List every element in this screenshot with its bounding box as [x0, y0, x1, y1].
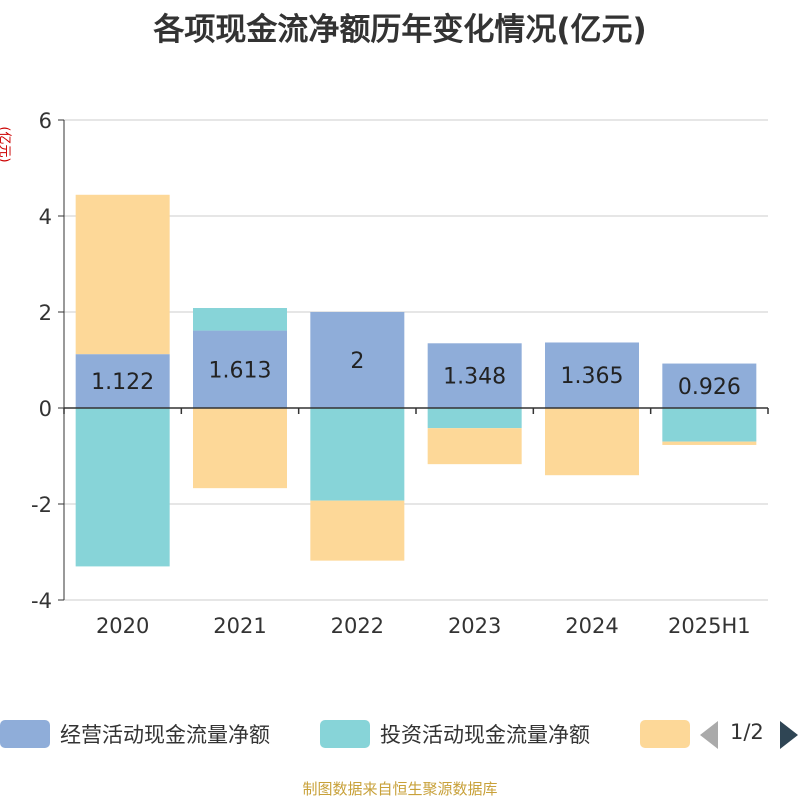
- x-category-label: 2021: [213, 614, 266, 638]
- bar-series1: [193, 308, 287, 331]
- data-label: 1.348: [443, 365, 506, 390]
- bar-series1: [427, 408, 522, 429]
- bar-series2: [545, 408, 639, 476]
- x-category-label: 2020: [96, 614, 149, 638]
- y-tick-label: -2: [31, 493, 52, 517]
- y-tick-label: 0: [39, 397, 52, 421]
- bar-series0: [75, 354, 170, 408]
- chart-title: 各项现金流净额历年变化情况(亿元): [153, 12, 647, 48]
- y-tick-label: 6: [39, 109, 52, 133]
- x-category-label: 2022: [331, 614, 384, 638]
- bar-series2: [427, 428, 522, 465]
- legend-prev-page-icon[interactable]: [700, 721, 718, 749]
- y-tick-label: 2: [39, 301, 52, 325]
- legend-label-operating: 经营活动现金流量净额: [60, 723, 270, 747]
- legend-page-indicator: 1/2: [730, 720, 764, 744]
- x-category-label: 2025H1: [668, 614, 751, 638]
- legend-label-investing: 投资活动现金流量净额: [380, 723, 590, 747]
- bar-series2: [193, 408, 287, 489]
- bar-series2: [662, 441, 757, 445]
- y-tick-label: 4: [39, 205, 52, 229]
- data-label: 1.613: [209, 358, 272, 383]
- legend-item-operating[interactable]: 经营活动现金流量净额: [0, 716, 270, 752]
- legend-item-investing[interactable]: 投资活动现金流量净额: [320, 716, 590, 752]
- bar-series0: [545, 342, 639, 408]
- bar-series0: [310, 312, 405, 408]
- legend-swatch-financing: [640, 720, 690, 748]
- legend: 经营活动现金流量净额 投资活动现金流量净额: [0, 716, 800, 752]
- bar-series1: [310, 408, 405, 501]
- bar-series2: [75, 194, 170, 355]
- legend-pager: 1/2: [700, 716, 800, 752]
- bar-series0: [662, 363, 757, 408]
- x-category-label: 2024: [565, 614, 618, 638]
- bar-series1: [662, 408, 757, 442]
- legend-swatch-operating: [0, 720, 50, 748]
- bar-series1: [75, 408, 170, 567]
- legend-next-page-icon[interactable]: [780, 721, 798, 749]
- bar-series0: [193, 330, 287, 408]
- data-label: 0.926: [678, 375, 741, 400]
- x-category-label: 2023: [448, 614, 501, 638]
- data-label: 1.122: [91, 370, 154, 395]
- data-label: 1.365: [561, 364, 624, 389]
- y-tick-label: -4: [31, 589, 52, 613]
- legend-swatch-investing: [320, 720, 370, 748]
- source-note: 制图数据来自恒生聚源数据库: [302, 780, 498, 798]
- bar-series2: [310, 500, 405, 561]
- data-label: 2: [350, 349, 364, 374]
- bar-series0: [427, 343, 522, 408]
- legend-item-financing[interactable]: [640, 716, 700, 752]
